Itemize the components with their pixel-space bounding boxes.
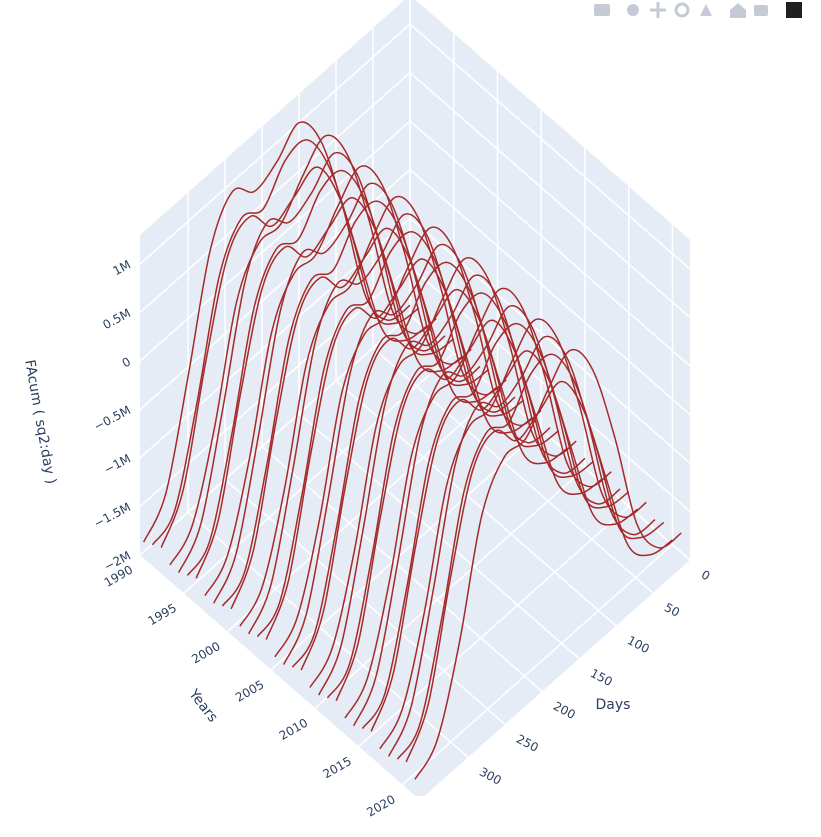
floor-pane	[140, 315, 690, 796]
year-curve	[318, 274, 586, 696]
x-axis-title: Days	[596, 697, 631, 713]
y-grid-line	[227, 391, 498, 633]
year-curve	[388, 335, 656, 757]
reset-icon[interactable]	[754, 5, 768, 16]
z-grid-line	[139, 314, 411, 556]
z-tick-label: 0	[120, 354, 133, 370]
x-grid-line	[372, 347, 654, 594]
scene	[139, 0, 691, 796]
year-curve	[256, 231, 525, 638]
z-grid-line	[409, 168, 691, 416]
x-tick-label: 200	[551, 699, 578, 722]
x-tick-label: 0	[699, 567, 712, 583]
turntable-icon[interactable]	[700, 4, 712, 16]
year-curve	[143, 121, 411, 543]
year-curve	[300, 288, 568, 671]
z-grid-line	[139, 72, 411, 314]
y-grid-line	[314, 467, 586, 709]
x-tick-label: 250	[514, 732, 541, 755]
x-tick-label: 150	[588, 666, 615, 689]
x-tick-label: 300	[477, 765, 504, 788]
z-tick-label: −0.5M	[92, 403, 133, 434]
year-curve	[335, 319, 603, 702]
year-curve	[221, 200, 490, 607]
x-grid-line	[298, 413, 580, 660]
z-axis-title: FAcum ( sq2:day )	[21, 358, 59, 485]
year-curve	[265, 258, 533, 640]
x-grid-line	[224, 478, 506, 725]
y-tick-label: 1995	[146, 601, 179, 628]
year-curve	[230, 227, 498, 610]
year-curve	[283, 243, 551, 665]
y-tick-label: 2015	[321, 754, 354, 781]
year-curve	[396, 353, 665, 760]
z-tick-label: 1M	[111, 257, 133, 278]
y-tick-label: 2000	[189, 639, 222, 666]
x-tick-label: 100	[625, 633, 652, 656]
year-curve	[405, 380, 673, 763]
z-tick-label: 0.5M	[100, 306, 133, 332]
back-wall-years	[140, 0, 410, 555]
z-grid-line	[409, 217, 691, 464]
year-curve	[151, 139, 420, 546]
x-tick-label: 50	[662, 600, 682, 620]
year-curve	[361, 323, 630, 730]
year-curve	[186, 169, 455, 576]
year-curve	[344, 287, 612, 719]
orbit-icon[interactable]	[674, 2, 690, 18]
year-curve	[414, 348, 682, 780]
year-curve	[353, 304, 621, 727]
year-curve	[370, 350, 638, 732]
camera-icon[interactable]	[594, 4, 610, 16]
y-axis-title: Years	[185, 686, 221, 726]
home-icon[interactable]	[730, 3, 746, 18]
z-grid-line	[409, 23, 691, 270]
x-grid-line	[335, 380, 617, 627]
y-tick-label: 2010	[277, 716, 310, 743]
year-curve	[160, 166, 428, 548]
z-grid-line	[409, 72, 691, 319]
toolbar	[594, 2, 802, 18]
year-curve	[291, 261, 560, 668]
y-tick-label: 2020	[364, 792, 397, 819]
year-curve	[213, 182, 481, 604]
z-grid-line	[139, 23, 411, 265]
y-grid-line	[402, 544, 673, 786]
x-grid-line	[261, 445, 543, 693]
z-grid-line	[139, 120, 411, 362]
year-curve	[195, 196, 463, 579]
year-curve	[326, 292, 595, 699]
back-wall-days	[410, 0, 690, 560]
pan-icon[interactable]	[650, 2, 666, 18]
year-curve	[248, 213, 516, 635]
y-tick-label: 2005	[233, 677, 266, 704]
year-curve	[379, 318, 647, 750]
zoom-icon[interactable]	[627, 4, 639, 16]
z-tick-label: −1M	[102, 451, 133, 477]
z-grid-line	[409, 120, 691, 367]
plotly-logo[interactable]	[786, 2, 802, 18]
year-curve	[178, 151, 446, 573]
z-tick-label: −1.5M	[92, 500, 133, 531]
